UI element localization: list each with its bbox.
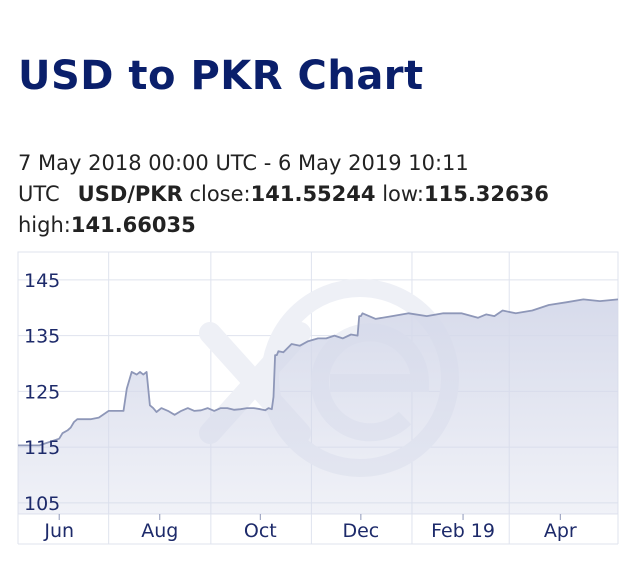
x-tick-label: Apr bbox=[544, 520, 577, 542]
x-axis-ticks: Jun Aug Oct Dec Feb 19 Apr bbox=[43, 514, 577, 542]
x-tick-label: Jun bbox=[43, 520, 74, 542]
usd-pkr-area-chart[interactable]: 145 135 125 115 105 Jun Aug Oct Dec Feb 19 Apr bbox=[0, 248, 640, 560]
x-tick-label: Feb 19 bbox=[431, 520, 495, 542]
y-tick-label: 135 bbox=[24, 326, 60, 348]
page-title: USD to PKR Chart bbox=[18, 53, 424, 99]
date-range: 7 May 2018 00:00 UTC - 6 May 2019 10:11 bbox=[18, 151, 469, 175]
currency-pair: USD/PKR bbox=[77, 182, 183, 206]
timezone-label: UTC bbox=[18, 182, 60, 206]
x-tick-label: Dec bbox=[342, 520, 379, 542]
y-tick-label: 105 bbox=[24, 493, 60, 515]
low-label: low: bbox=[382, 182, 424, 206]
close-label: close: bbox=[189, 182, 251, 206]
close-value: 141.55244 bbox=[250, 182, 376, 206]
y-tick-label: 125 bbox=[24, 381, 60, 403]
high-value: 141.66035 bbox=[70, 213, 196, 237]
series-line bbox=[18, 298, 619, 447]
y-tick-label: 145 bbox=[24, 270, 60, 292]
y-axis-ticks: 145 135 125 115 105 bbox=[24, 270, 60, 515]
chart-summary: 7 May 2018 00:00 UTC - 6 May 2019 10:11 … bbox=[18, 148, 628, 241]
high-label: high: bbox=[18, 213, 71, 237]
series-area bbox=[18, 299, 618, 514]
low-value: 115.32636 bbox=[423, 182, 549, 206]
x-tick-label: Aug bbox=[141, 520, 178, 542]
y-tick-label: 115 bbox=[24, 437, 60, 459]
x-tick-label: Oct bbox=[244, 520, 277, 542]
